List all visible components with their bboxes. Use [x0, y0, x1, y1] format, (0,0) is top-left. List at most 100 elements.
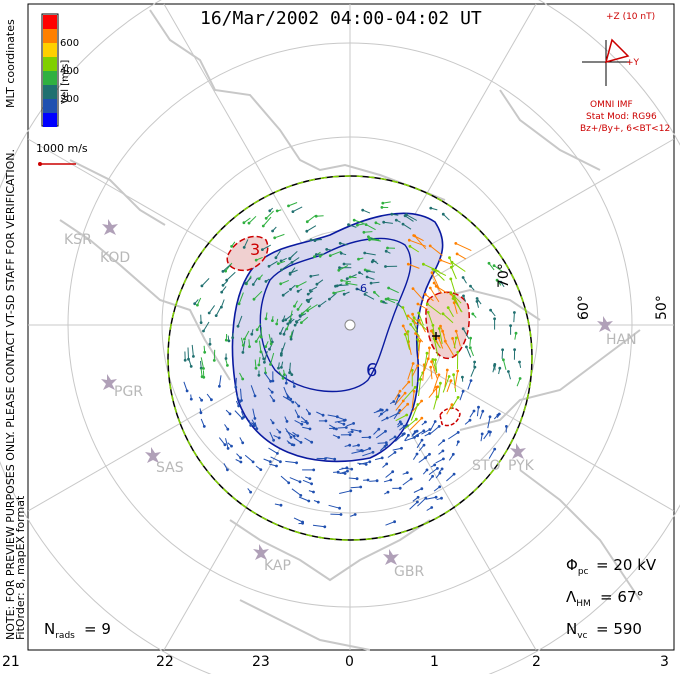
nvc-symbol: Nvc: [566, 620, 588, 641]
velocity-vector: [431, 272, 440, 289]
title: 16/Mar/2002 04:00-04:02 UT: [200, 8, 482, 29]
velocity-vector: [256, 323, 262, 330]
velocity-vector: [423, 358, 429, 372]
velocity-vector: [432, 325, 435, 336]
velocity-vector: [288, 202, 298, 207]
velocity-vector: [404, 418, 417, 430]
velocity-vector: [221, 286, 227, 293]
velocity-vector: [375, 222, 381, 226]
velocity-vector: [362, 451, 374, 457]
velocity-vector: [371, 281, 380, 284]
velocity-vector: [292, 380, 295, 387]
velocity-vector: [413, 235, 424, 242]
velocity-vector: [294, 401, 300, 407]
velocity-vector: [256, 256, 263, 261]
velocity-vector: [307, 304, 318, 312]
velocity-vector: [362, 209, 371, 214]
velocity-vector: [404, 435, 409, 441]
nrads-value: = 9: [84, 620, 111, 638]
velocity-vector: [268, 333, 272, 345]
velocity-vector: [422, 469, 428, 475]
velocity-vector: [227, 335, 230, 341]
velocity-vector: [462, 277, 467, 284]
coords-label: MLT coordinates: [4, 19, 17, 108]
velocity-vector: [268, 447, 278, 454]
velocity-vector: [448, 431, 459, 440]
velocity-vector: [297, 303, 303, 310]
velocity-vector: [263, 458, 271, 463]
station-kap: KAP: [264, 558, 291, 574]
velocity-vector: [446, 473, 455, 482]
velocity-vector: [218, 375, 222, 387]
velocity-vector: [253, 290, 263, 300]
velocity-vector: [469, 338, 472, 346]
velocity-vector: [296, 281, 307, 287]
velocity-vector: [337, 284, 349, 287]
velocity-vector: [243, 239, 249, 248]
velocity-vector: [267, 387, 273, 393]
velocity-vector: [258, 274, 263, 280]
velocity-vector: [235, 393, 241, 402]
velocity-vector: [280, 279, 289, 285]
velocity-vector: [269, 207, 274, 212]
velocity-vector: [429, 287, 440, 303]
velocity-vector: [438, 468, 443, 473]
velocity-vector: [301, 316, 309, 323]
velocity-vector: [263, 350, 268, 363]
velocity-vector: [412, 431, 416, 436]
velocity-vector: [472, 313, 477, 318]
colorbar-segment: [43, 43, 57, 57]
velocity-vector: [225, 438, 229, 449]
velocity-vector: [336, 416, 346, 421]
velocity-vector: [395, 400, 404, 411]
velocity-vector: [412, 314, 416, 325]
velocity-vector: [436, 497, 442, 501]
velocity-vector: [245, 277, 252, 284]
velocity-vector: [519, 361, 522, 368]
velocity-vector: [337, 427, 347, 429]
velocity-vector: [408, 263, 420, 269]
velocity-vector: [397, 421, 401, 426]
contour-label-6: 6: [366, 360, 378, 381]
station-sto: STO: [472, 458, 501, 474]
velocity-vector: [316, 279, 324, 285]
velocity-vector: [350, 276, 357, 279]
velocity-vector: [423, 453, 430, 459]
velocity-vector: [454, 370, 459, 389]
velocity-vector: [200, 368, 203, 377]
velocity-vector: [294, 419, 303, 425]
velocity-vector: [248, 420, 252, 426]
velocity-vector: [438, 337, 444, 349]
vector-origin: [241, 343, 245, 347]
velocity-vector: [278, 260, 286, 265]
velocity-vector: [289, 267, 296, 275]
velocity-vector: [306, 215, 316, 223]
velocity-vector: [250, 385, 256, 397]
velocity-vector: [356, 449, 362, 451]
velocity-vector: [430, 207, 438, 211]
velocity-vector: [292, 206, 303, 213]
velocity-vector: [282, 395, 294, 403]
velocity-vector: [500, 281, 505, 288]
velocity-vector: [188, 358, 192, 367]
velocity-vector: [402, 478, 412, 486]
velocity-vector: [220, 299, 225, 308]
station-pyk: PYK: [508, 458, 534, 474]
velocity-vector: [402, 307, 409, 321]
velocity-vector: [391, 213, 399, 216]
velocity-vector: [402, 325, 409, 336]
velocity-vector: [305, 476, 311, 480]
velocity-vector: [394, 392, 406, 405]
velocity-vector: [201, 278, 210, 287]
velocity-vector: [363, 231, 373, 233]
contour-label-3: 3: [250, 240, 261, 259]
velocity-vector: [435, 458, 444, 464]
velocity-vector: [373, 409, 383, 414]
velocity-vector: [470, 285, 475, 291]
velocity-vector: [300, 416, 307, 422]
velocity-vector: [433, 396, 438, 410]
velocity-vector: [240, 388, 242, 401]
station-sas: SAS: [156, 460, 184, 476]
velocity-vector: [224, 424, 229, 430]
inner-contour: [259, 237, 412, 393]
